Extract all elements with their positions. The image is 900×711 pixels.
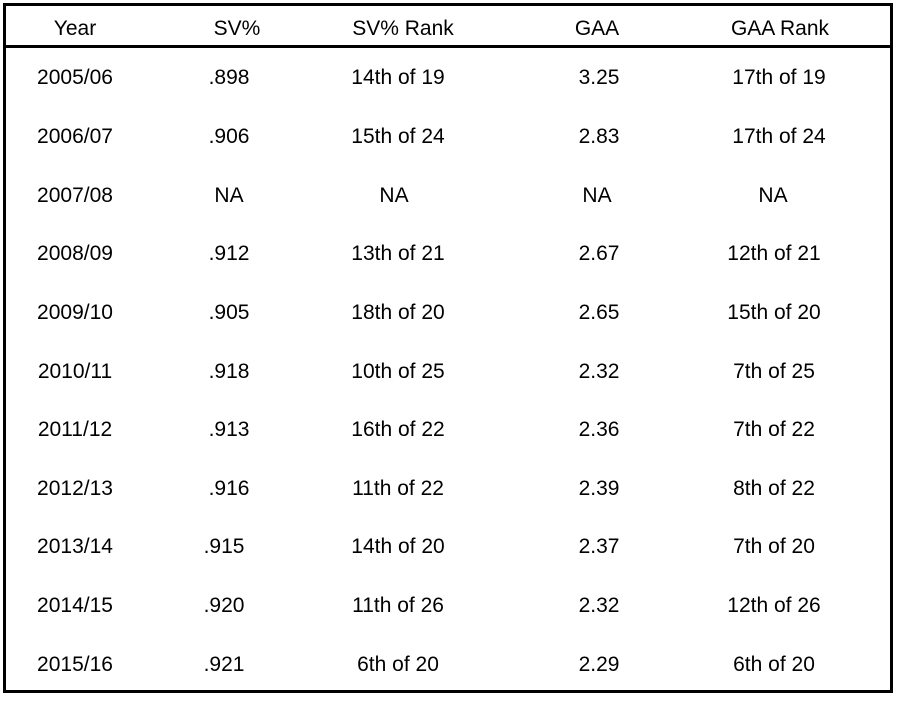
cell-gaa: 2.32: [578, 360, 620, 383]
cell-sv-pct: .913: [208, 418, 250, 441]
cell-year: 2010/11: [37, 360, 113, 383]
cell-gaa: 2.29: [578, 653, 620, 676]
cell-gaa: 3.25: [578, 66, 620, 89]
cell-gaa: NA: [582, 184, 612, 207]
cell-sv-pct: .906: [208, 125, 250, 148]
header-gaa: GAA: [574, 17, 620, 40]
cell-sv-rank: 15th of 24: [351, 125, 445, 148]
cell-sv-rank: 14th of 19: [351, 66, 445, 89]
cell-gaa: 2.32: [578, 594, 620, 617]
table-row: 2006/07 .906 15th of 24 2.83 17th of 24: [3, 125, 893, 183]
cell-year: 2007/08: [37, 184, 113, 207]
cell-gaa-rank: 7th of 22: [733, 418, 815, 441]
cell-year: 2005/06: [37, 66, 113, 89]
cell-sv-pct: .898: [208, 66, 250, 89]
cell-sv-rank: 11th of 22: [352, 477, 444, 500]
cell-gaa: 2.37: [578, 535, 620, 558]
cell-sv-pct: .920: [203, 594, 245, 617]
cell-sv-rank: 14th of 20: [351, 535, 445, 558]
cell-gaa-rank: 12th of 21: [727, 242, 821, 265]
cell-sv-rank: 10th of 25: [351, 360, 445, 383]
cell-gaa-rank: 7th of 20: [733, 535, 815, 558]
cell-sv-rank: 13th of 21: [351, 242, 445, 265]
cell-sv-rank: 18th of 20: [351, 301, 445, 324]
cell-gaa-rank: 8th of 22: [733, 477, 815, 500]
cell-sv-rank: NA: [379, 184, 409, 207]
cell-gaa-rank: 12th of 26: [727, 594, 821, 617]
cell-year: 2009/10: [37, 301, 113, 324]
cell-sv-pct: .915: [203, 535, 245, 558]
table-row: 2015/16 .921 6th of 20 2.29 6th of 20: [3, 653, 893, 711]
table-row: 2009/10 .905 18th of 20 2.65 15th of 20: [3, 301, 893, 359]
cell-gaa: 2.83: [578, 125, 620, 148]
cell-gaa-rank: 6th of 20: [733, 653, 815, 676]
cell-gaa-rank: 7th of 25: [733, 360, 815, 383]
table-frame: [3, 3, 893, 693]
header-gaa-rank: GAA Rank: [730, 17, 830, 40]
cell-gaa: 2.65: [578, 301, 620, 324]
cell-gaa: 2.36: [578, 418, 620, 441]
cell-sv-pct: .916: [208, 477, 250, 500]
cell-year: 2014/15: [37, 594, 113, 617]
table-row: 2012/13 .916 11th of 22 2.39 8th of 22: [3, 477, 893, 535]
cell-gaa-rank: 17th of 24: [732, 125, 826, 148]
cell-sv-pct: NA: [214, 184, 244, 207]
cell-sv-rank: 16th of 22: [351, 418, 445, 441]
table-row: 2010/11 .918 10th of 25 2.32 7th of 25: [3, 360, 893, 418]
cell-year: 2011/12: [37, 418, 113, 441]
table-row: 2008/09 .912 13th of 21 2.67 12th of 21: [3, 242, 893, 300]
table-header-row: Year SV% SV% Rank GAA GAA Rank: [3, 3, 893, 48]
cell-sv-pct: .912: [208, 242, 250, 265]
table-row: 2005/06 .898 14th of 19 3.25 17th of 19: [3, 66, 893, 124]
cell-sv-pct: .918: [208, 360, 250, 383]
cell-sv-rank: 6th of 20: [357, 653, 439, 676]
header-sv-pct: SV%: [213, 17, 261, 40]
cell-sv-rank: 11th of 26: [352, 594, 444, 617]
table-row: 2007/08 NA NA NA NA: [3, 184, 893, 242]
table-row: 2013/14 .915 14th of 20 2.37 7th of 20: [3, 535, 893, 593]
cell-year: 2008/09: [37, 242, 113, 265]
table-row: 2011/12 .913 16th of 22 2.36 7th of 22: [3, 418, 893, 476]
cell-gaa: 2.39: [578, 477, 620, 500]
cell-year: 2006/07: [37, 125, 113, 148]
cell-year: 2012/13: [37, 477, 113, 500]
cell-gaa-rank: 15th of 20: [727, 301, 821, 324]
cell-year: 2015/16: [37, 653, 113, 676]
table-row: 2014/15 .920 11th of 26 2.32 12th of 26: [3, 594, 893, 652]
cell-gaa-rank: NA: [758, 184, 788, 207]
cell-sv-pct: .905: [208, 301, 250, 324]
cell-gaa-rank: 17th of 19: [732, 66, 826, 89]
header-year: Year: [53, 17, 97, 40]
cell-year: 2013/14: [37, 535, 113, 558]
cell-gaa: 2.67: [578, 242, 620, 265]
header-sv-rank: SV% Rank: [352, 17, 454, 40]
cell-sv-pct: .921: [203, 653, 245, 676]
